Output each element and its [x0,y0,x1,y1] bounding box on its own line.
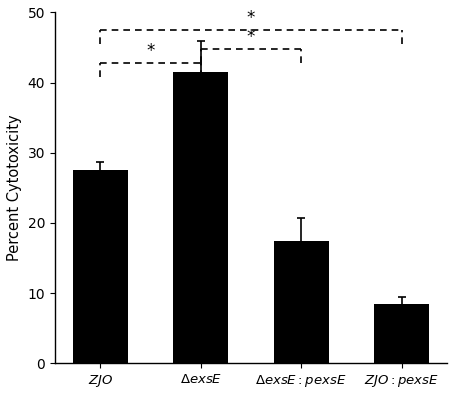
Bar [73,170,128,364]
Bar [274,240,329,364]
Y-axis label: Percent Cytotoxicity: Percent Cytotoxicity [7,114,22,261]
Text: *: * [146,42,155,60]
Text: *: * [247,9,255,27]
Bar [374,304,429,364]
Text: *: * [247,28,255,46]
Bar [173,72,228,364]
